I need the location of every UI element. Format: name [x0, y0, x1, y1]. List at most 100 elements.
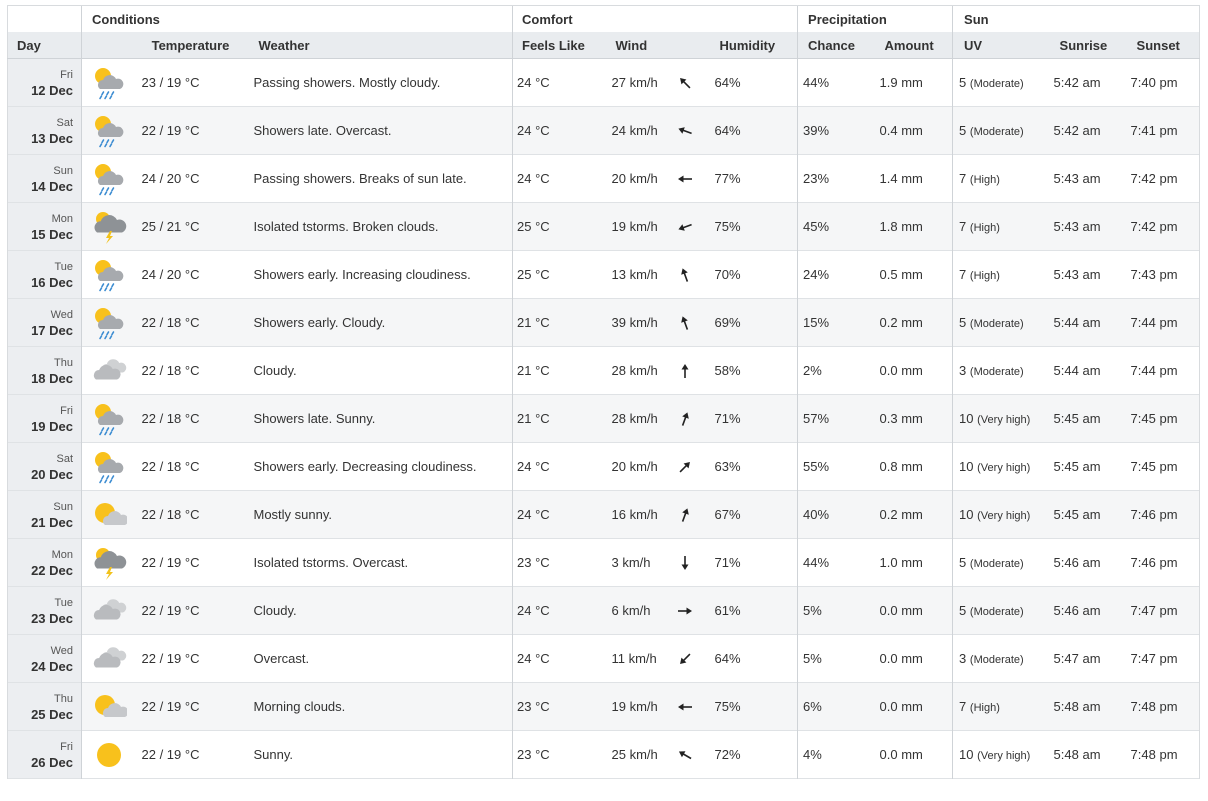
cell: 5:43 am — [1045, 202, 1121, 251]
wind-arrow-shape — [680, 315, 688, 330]
temperature: 22 / 18 °C — [141, 363, 200, 378]
rain-drop — [110, 282, 115, 287]
cell: 67% — [705, 490, 798, 539]
cell: 75% — [705, 202, 798, 251]
precip-chance: 23% — [803, 171, 830, 186]
uv-label: (Moderate) — [969, 318, 1024, 330]
cell: 19 km/h — [602, 682, 673, 731]
cell: 7:44 pm — [1120, 298, 1201, 347]
forecast-row: Sun 21 Dec 22 / 18 °C Mostly sunny. 24 °C 16 … — [7, 490, 1201, 539]
cell: 5 (Moderate) — [952, 586, 1046, 635]
weather-icon — [94, 307, 124, 339]
cell: 10 (Very high) — [952, 490, 1046, 539]
humidity: 75% — [714, 699, 741, 714]
weather-icon — [94, 694, 127, 717]
precip-amount: 0.0 mm — [879, 747, 923, 762]
arrow-head — [681, 363, 688, 369]
rain-drop — [100, 330, 105, 335]
uv-label: (Moderate) — [969, 606, 1024, 618]
sunset: 7:42 pm — [1130, 219, 1178, 234]
weather-icon — [94, 163, 124, 195]
wind-arrow-shape — [681, 411, 689, 426]
cell — [673, 251, 706, 299]
feels-like: 24 °C — [517, 75, 550, 90]
uv-label: (Moderate) — [969, 558, 1024, 570]
date: 12 Dec — [31, 82, 73, 98]
wind-speed: 25 km/h — [611, 747, 658, 762]
cell: 24 °C — [512, 58, 603, 107]
feels-like: 24 °C — [517, 459, 550, 474]
cell: Morning clouds. — [245, 682, 513, 731]
sunset: 7:44 pm — [1130, 363, 1178, 378]
cell — [673, 155, 706, 203]
uv-index: 7 — [959, 699, 967, 714]
cell: Wed 24 Dec — [7, 634, 82, 683]
sunrise: 5:47 am — [1053, 651, 1101, 666]
weekday: Sun — [53, 164, 73, 177]
feels-like: 23 °C — [517, 555, 550, 570]
cell: 5:45 am — [1045, 394, 1121, 443]
group-header: Conditions — [81, 5, 513, 32]
cell: Mon 15 Dec — [7, 202, 82, 251]
wind-arrow-shape — [679, 652, 691, 664]
cell — [672, 682, 706, 731]
humidity: 75% — [714, 219, 741, 234]
sunrise: 5:42 am — [1053, 123, 1101, 138]
cell: Wed 17 Dec — [7, 298, 82, 347]
uv-label: (Moderate) — [969, 366, 1024, 378]
humidity: 64% — [714, 123, 741, 138]
cell: 22 / 19 °C — [135, 106, 246, 155]
rain-drop — [100, 426, 105, 431]
cell: 5:44 am — [1046, 347, 1121, 395]
wind-speed: 28 km/h — [611, 411, 658, 426]
temperature: 22 / 19 °C — [141, 555, 200, 570]
cell: 28 km/h — [602, 394, 673, 443]
cell: Isolated tstorms. Overcast. — [246, 539, 513, 587]
cell: Thu 25 Dec — [7, 682, 82, 731]
cell — [81, 250, 136, 299]
wind-arrow — [681, 507, 689, 522]
cell: 0.2 mm — [872, 298, 953, 347]
arrow-head — [680, 267, 688, 275]
cell: 58% — [706, 347, 798, 395]
rain-drop — [105, 474, 110, 479]
sunrise: 5:48 am — [1053, 747, 1101, 762]
rain-drop — [108, 334, 113, 339]
cell: Passing showers. Mostly cloudy. — [246, 59, 513, 107]
rain-drop — [105, 186, 110, 191]
feels-like: 21 °C — [517, 363, 550, 378]
forecast-row: Mon 15 Dec 25 / 21 °C Isolated tstorms. Bro… — [7, 202, 1201, 251]
sunrise: 5:44 am — [1053, 315, 1101, 330]
weather-text: Showers early. Decreasing cloudiness. — [253, 459, 477, 474]
arrow-head — [678, 750, 685, 757]
cell — [81, 298, 136, 347]
uv-index: 5 — [959, 75, 967, 90]
cell: 0.3 mm — [872, 394, 953, 443]
precip-amount: 1.4 mm — [879, 171, 923, 186]
sunset: 7:46 pm — [1130, 555, 1178, 570]
cell: Sun 14 Dec — [7, 154, 82, 203]
cell — [81, 58, 136, 107]
cell: 39 km/h — [602, 298, 673, 347]
precip-amount: 1.0 mm — [879, 555, 923, 570]
wind-arrow — [677, 126, 692, 134]
feels-like: 24 °C — [517, 507, 550, 522]
cell: 27 km/h — [603, 59, 673, 107]
cell: 7:47 pm — [1120, 634, 1201, 683]
cell: 0.2 mm — [872, 490, 953, 539]
cell: 39% — [797, 106, 873, 155]
weather-text: Mostly sunny. — [253, 507, 333, 522]
wind-arrow — [680, 267, 688, 282]
temperature: 22 / 18 °C — [141, 315, 200, 330]
humidity: 77% — [714, 171, 741, 186]
cell: 64% — [706, 635, 798, 683]
cell: 15% — [797, 298, 873, 347]
rain-drop — [108, 286, 113, 291]
arrow-head — [677, 126, 685, 134]
cell: Isolated tstorms. Broken clouds. — [245, 202, 513, 251]
uv-index: 10 — [959, 507, 974, 522]
cell — [81, 394, 136, 443]
temperature: 24 / 20 °C — [141, 267, 200, 282]
cell — [672, 490, 706, 539]
date: 25 Dec — [31, 706, 73, 722]
